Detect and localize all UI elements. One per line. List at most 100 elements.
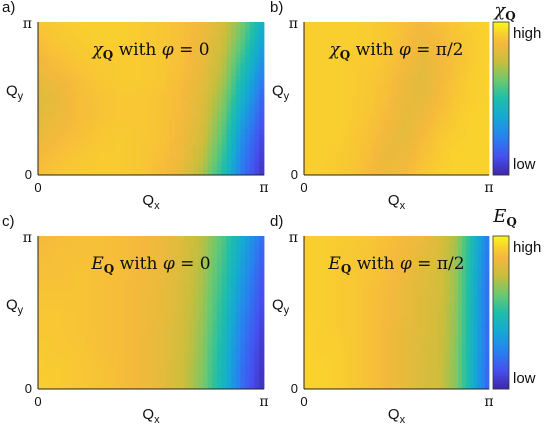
heatmap-cell [80,353,86,358]
heatmap-cell [419,112,424,117]
heatmap-cell [75,371,81,376]
heatmap-cell [136,375,142,381]
heatmap-cell [346,121,351,126]
heatmap-cell [42,254,48,259]
heatmap-cell [330,80,336,86]
heatmap-cell [165,125,171,131]
heatmap-cell [108,107,114,113]
heatmap-cell [127,384,133,390]
heatmap-cell [47,152,53,158]
heatmap-cell [226,285,232,291]
heatmap-cell [259,134,265,140]
heatmap-cell [42,58,48,63]
heatmap-cell [207,330,213,336]
heatmap-cell [226,353,232,358]
heatmap-cell [38,161,44,167]
heatmap-cell [85,58,91,63]
heatmap-cell [446,80,451,86]
heatmap-cell [56,362,62,367]
heatmap-cell [212,326,218,331]
heatmap-cell [423,161,428,167]
heatmap-cell [259,294,265,300]
heatmap-cell [122,31,128,36]
heatmap-cell [151,375,157,381]
heatmap-cell [151,357,157,363]
heatmap-cell [235,49,241,54]
heatmap-cell [231,98,237,104]
heatmap-cell [113,76,119,81]
heatmap-cell [108,58,114,63]
heatmap-cell [458,35,463,41]
heatmap-cell [311,80,316,86]
heatmap-cells [304,236,490,390]
heatmap-cell [70,312,77,318]
heatmap-cell [94,71,100,77]
heatmap-cell [212,112,218,117]
heatmap-cell [396,103,401,108]
heatmap-cell [47,236,53,241]
heatmap-cell [396,107,401,113]
heatmap-cell [473,161,478,167]
heatmap-cell [469,49,474,54]
heatmap-cell [357,130,363,135]
heatmap-cell [245,31,251,36]
heatmap-cell [245,366,251,372]
heatmap-cell [423,80,428,86]
heatmap-cell [485,121,490,126]
heatmap-cell [85,326,91,331]
heatmap-cell [188,308,194,313]
heatmap-cell [108,85,114,90]
heatmap-cell [160,89,166,95]
heatmap-cell [327,107,332,113]
heatmap-cell [47,80,53,86]
heatmap-cell [304,26,309,32]
heatmap-cell [198,67,204,72]
heatmap-cell [427,112,432,117]
heatmap-cell [146,366,152,372]
heatmap-cell [113,236,119,241]
heatmap-cell [103,317,110,322]
heatmap-cell [118,335,124,340]
heatmap-cell [334,35,340,41]
heatmap-cell [108,22,114,27]
heatmap-cell [226,94,232,99]
heatmap-cell [254,121,260,126]
heatmap-cell [155,335,161,340]
heatmap-cell [254,22,260,27]
heatmap-cell [155,375,161,381]
heatmap-cell [411,161,417,167]
heatmap-cell [427,161,432,167]
heatmap-cell [118,348,124,354]
heatmap-cell [373,94,378,99]
heatmap-cell [179,308,185,313]
heatmap-cell [338,71,343,77]
heatmap-cell [179,366,185,372]
heatmap-cell [183,49,190,54]
heatmap-cell [342,143,347,149]
heatmap-cell [323,49,328,54]
heatmap-cell [462,148,467,153]
heatmap-cell [188,116,194,122]
heatmap-cell [365,143,370,149]
heatmap-cell [146,330,152,336]
heatmap-cell [361,49,367,54]
heatmap-cell [216,348,223,354]
heatmap-cell [132,49,138,54]
heatmap-cell [319,157,324,162]
heatmap-cell [174,103,180,108]
heatmap-cell [357,139,363,144]
heatmap-cell [132,143,138,149]
heatmap-cell [381,31,386,36]
heatmap-cell [235,166,241,171]
heatmap-cell [259,71,265,77]
heatmap-cell [369,40,374,45]
heatmap-cell [94,112,100,117]
heatmap-cell [473,125,478,131]
heatmap-cell [61,49,67,54]
heatmap-cell [327,161,332,167]
heatmap-cell [235,348,241,354]
heatmap-cell [216,245,223,250]
heatmap-cell [169,366,175,372]
heatmap-cell [240,53,246,59]
heatmap-cell [212,170,218,176]
